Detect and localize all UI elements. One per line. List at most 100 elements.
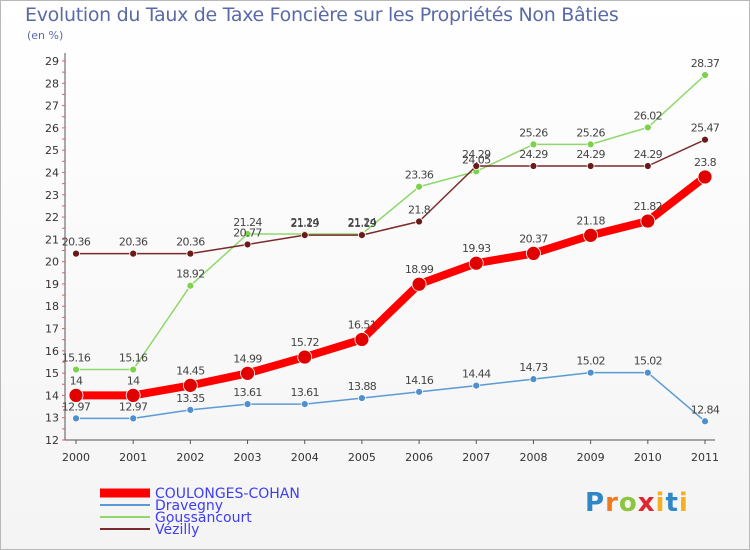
legend-label-2: Goussancourt [155, 510, 252, 526]
data-point [529, 162, 538, 170]
data-point [643, 162, 652, 170]
data-point [72, 365, 80, 374]
y-tick-label: 13 [45, 412, 59, 425]
series-line-2 [76, 74, 706, 371]
y-tick-label: 12 [45, 434, 59, 447]
data-label: 13.61 [233, 386, 262, 399]
series-line-3 [76, 139, 706, 255]
value-labels: 12.97 12.97 13.35 13.61 13.61 13.88 14.16 14.44… [62, 57, 721, 416]
data-point [297, 349, 313, 365]
data-label: 24.05 [462, 153, 491, 166]
data-point [415, 387, 423, 396]
y-tick-label: 26 [45, 122, 59, 135]
data-point [643, 368, 652, 377]
y-tick-label: 19 [45, 278, 59, 291]
proxiti-logo: Proxiti [585, 488, 689, 518]
data-label: 24.29 [462, 148, 491, 161]
x-tick-label: 2004 [291, 451, 319, 464]
legend-label-3: Vézilly [155, 522, 199, 538]
series-line-0 [76, 173, 708, 400]
y-tick-label: 17 [45, 323, 59, 336]
data-point [415, 217, 423, 226]
y-tick-label: 27 [45, 100, 59, 113]
data-label: 25.26 [519, 126, 548, 139]
y-tick-label: 22 [45, 211, 59, 224]
x-tick-label: 2011 [691, 451, 719, 464]
data-label: 15.16 [62, 352, 91, 365]
y-tick-label: 21 [45, 233, 59, 246]
data-label: 20.36 [62, 236, 91, 249]
data-point [72, 249, 80, 258]
data-label: 14.44 [462, 368, 491, 381]
data-point [186, 249, 195, 258]
data-label: 14.73 [519, 361, 548, 374]
data-label: 12.84 [691, 403, 720, 416]
data-point [529, 375, 538, 384]
data-point [243, 240, 252, 249]
y-tick-label: 28 [45, 77, 59, 90]
data-point [186, 406, 195, 414]
data-label: 25.26 [576, 126, 605, 139]
x-tick-label: 2009 [577, 451, 605, 464]
data-point [354, 332, 370, 347]
data-point [125, 388, 141, 403]
x-tick-label: 2001 [119, 451, 147, 464]
data-label: 13.35 [176, 392, 205, 405]
data-point [472, 162, 481, 170]
data-point [701, 417, 709, 426]
data-point [358, 231, 366, 240]
chart-title: Evolution du Taux de Taxe Foncière sur l… [25, 4, 619, 26]
data-label: 23.36 [405, 169, 434, 182]
data-label: 12.97 [62, 400, 91, 413]
data-label: 21.18 [576, 214, 605, 227]
data-label: 21.82 [634, 200, 663, 213]
x-tick-label: 2010 [634, 451, 662, 464]
data-point [640, 213, 656, 229]
y-tick-label: 15 [45, 367, 59, 380]
data-label: 21.24 [290, 216, 319, 229]
data-point [529, 140, 538, 149]
y-tick-label: 14 [45, 389, 59, 402]
data-point [358, 394, 366, 402]
x-tick-label: 2008 [519, 451, 547, 464]
data-point [701, 135, 709, 144]
data-label: 24.29 [576, 148, 605, 161]
data-point [129, 414, 138, 423]
y-tick-label: 29 [45, 55, 59, 68]
data-label: 28.37 [691, 57, 720, 70]
data-point [586, 162, 595, 170]
data-point [243, 400, 252, 409]
y-tick-label: 25 [45, 144, 59, 157]
data-label: 15.16 [119, 352, 148, 365]
data-label: 20.36 [176, 236, 205, 249]
data-point [129, 365, 138, 374]
data-label: 13.61 [290, 386, 319, 399]
axes: 12 13 14 15 16 17 18 19 20 21 22 23 24 25 26 27 28 29 2000… [45, 53, 719, 464]
x-tick-label: 2006 [405, 451, 433, 464]
y-tick-label: 18 [45, 300, 59, 313]
data-point [300, 400, 309, 409]
data-point [643, 123, 652, 132]
data-point [586, 140, 595, 149]
data-label: 21.24 [348, 216, 377, 229]
data-label: 20.77 [233, 226, 262, 239]
data-point [586, 368, 595, 377]
x-tick-label: 2005 [348, 451, 376, 464]
legend-label-0: COULONGES-COHAN [155, 486, 300, 502]
data-point [411, 276, 427, 292]
data-label: 12.97 [119, 400, 148, 413]
data-label: 14.45 [176, 364, 205, 377]
data-point [182, 377, 198, 393]
legend-label-1: Dravegny [155, 498, 223, 514]
x-tick-label: 2002 [176, 451, 204, 464]
y-tick-label: 23 [45, 189, 59, 202]
data-label: 21.24 [233, 216, 262, 229]
legend: COULONGES-COHANDravegnyGoussancourtVézil… [100, 486, 300, 538]
data-point [240, 365, 255, 381]
data-label: 18.99 [405, 263, 434, 276]
y-tick-label: 20 [45, 256, 59, 269]
data-label: 20.36 [119, 236, 148, 249]
x-tick-label: 2003 [234, 451, 262, 464]
data-point [186, 281, 195, 290]
